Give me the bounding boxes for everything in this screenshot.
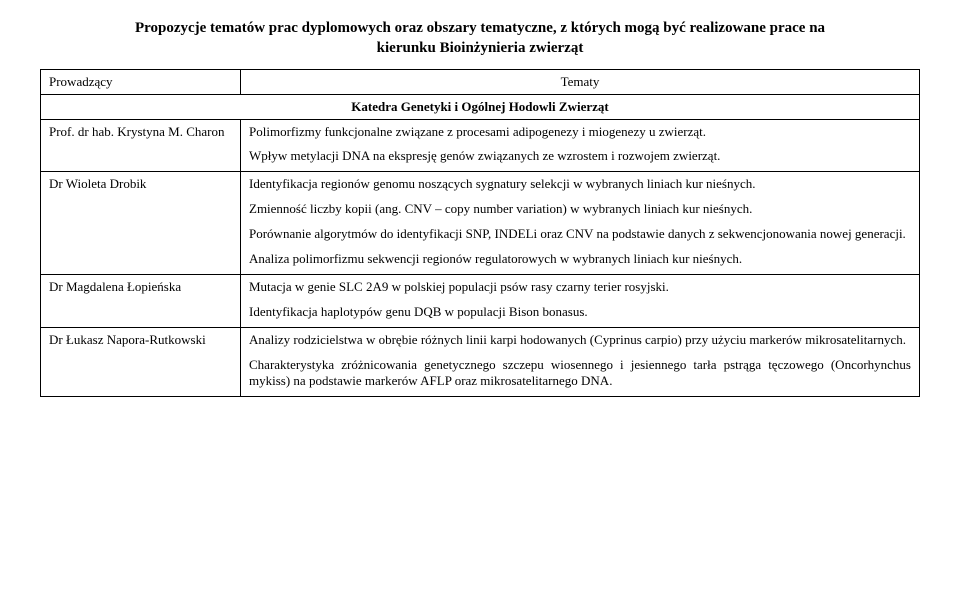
topic-text: Analiza polimorfizmu sekwencji regionów … (249, 251, 911, 268)
document-page: Propozycje tematów prac dyplomowych oraz… (0, 0, 960, 397)
title-line-1: Propozycje tematów prac dyplomowych oraz… (135, 20, 825, 36)
section-header: Katedra Genetyki i Ogólnej Hodowli Zwier… (41, 94, 920, 119)
title-line-2: kierunku Bioinżynieria zwierząt (377, 40, 584, 56)
person-cell: Dr Łukasz Napora-Rutkowski (41, 327, 241, 397)
table-row: Dr Wioleta Drobik Identyfikacja regionów… (41, 172, 920, 275)
header-prowadzacy: Prowadzący (41, 69, 241, 94)
topic-text: Analizy rodzicielstwa w obrębie różnych … (249, 332, 911, 349)
topic-text: Polimorfizmy funkcjonalne związane z pro… (249, 124, 911, 141)
person-cell: Dr Magdalena Łopieńska (41, 274, 241, 327)
topics-cell: Polimorfizmy funkcjonalne związane z pro… (241, 119, 920, 172)
topic-text: Porównanie algorytmów do identyfikacji S… (249, 226, 911, 243)
topic-text: Identyfikacja haplotypów genu DQB w popu… (249, 304, 911, 321)
topics-cell: Analizy rodzicielstwa w obrębie różnych … (241, 327, 920, 397)
table-row: Prof. dr hab. Krystyna M. Charon Polimor… (41, 119, 920, 172)
topic-text: Zmienność liczby kopii (ang. CNV – copy … (249, 201, 911, 218)
table-header-row: Prowadzący Tematy (41, 69, 920, 94)
topics-cell: Identyfikacja regionów genomu noszących … (241, 172, 920, 275)
person-cell: Dr Wioleta Drobik (41, 172, 241, 275)
header-tematy: Tematy (241, 69, 920, 94)
table-row: Dr Magdalena Łopieńska Mutacja w genie S… (41, 274, 920, 327)
topic-text: Wpływ metylacji DNA na ekspresję genów z… (249, 148, 911, 165)
topics-table: Prowadzący Tematy Katedra Genetyki i Ogó… (40, 69, 920, 398)
page-title: Propozycje tematów prac dyplomowych oraz… (40, 18, 920, 59)
topic-text: Charakterystyka zróżnicowania genetyczne… (249, 357, 911, 391)
person-cell: Prof. dr hab. Krystyna M. Charon (41, 119, 241, 172)
topic-text: Identyfikacja regionów genomu noszących … (249, 176, 911, 193)
topic-text: Mutacja w genie SLC 2A9 w polskiej popul… (249, 279, 911, 296)
section-row: Katedra Genetyki i Ogólnej Hodowli Zwier… (41, 94, 920, 119)
table-row: Dr Łukasz Napora-Rutkowski Analizy rodzi… (41, 327, 920, 397)
topics-cell: Mutacja w genie SLC 2A9 w polskiej popul… (241, 274, 920, 327)
